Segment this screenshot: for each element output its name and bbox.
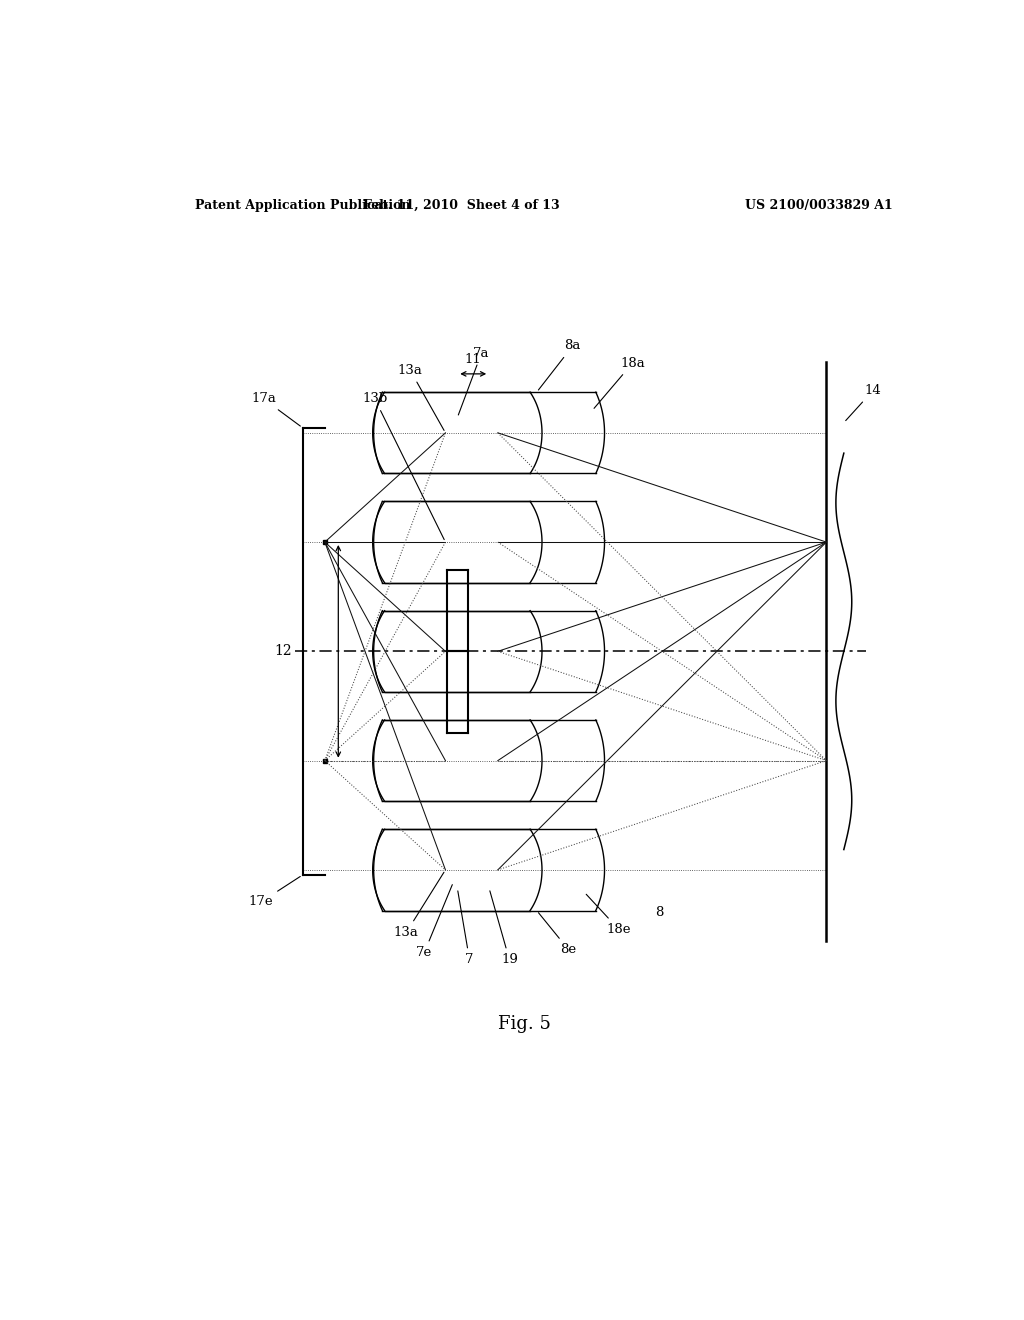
Text: Feb. 11, 2010  Sheet 4 of 13: Feb. 11, 2010 Sheet 4 of 13	[362, 199, 560, 213]
Text: 7a: 7a	[459, 347, 489, 414]
Text: 17a: 17a	[251, 392, 300, 426]
Text: Fig. 5: Fig. 5	[499, 1015, 551, 1034]
Text: 18e: 18e	[586, 894, 631, 936]
Text: 19: 19	[489, 891, 518, 966]
Text: 14: 14	[846, 384, 882, 421]
Text: 13a: 13a	[397, 364, 444, 430]
Text: 7: 7	[458, 891, 474, 966]
Text: 8e: 8e	[539, 912, 577, 956]
Text: 18a: 18a	[594, 356, 645, 408]
Text: 17e: 17e	[249, 876, 300, 908]
Text: US 2100/0033829 A1: US 2100/0033829 A1	[744, 199, 892, 213]
Text: 8a: 8a	[539, 339, 581, 389]
Text: 13b: 13b	[362, 392, 444, 540]
Text: Patent Application Publication: Patent Application Publication	[196, 199, 411, 213]
Text: 7e: 7e	[416, 884, 453, 960]
Text: 8: 8	[655, 906, 664, 919]
Text: 12: 12	[274, 644, 292, 659]
Text: 13a: 13a	[394, 873, 444, 939]
Text: 11: 11	[465, 354, 481, 366]
